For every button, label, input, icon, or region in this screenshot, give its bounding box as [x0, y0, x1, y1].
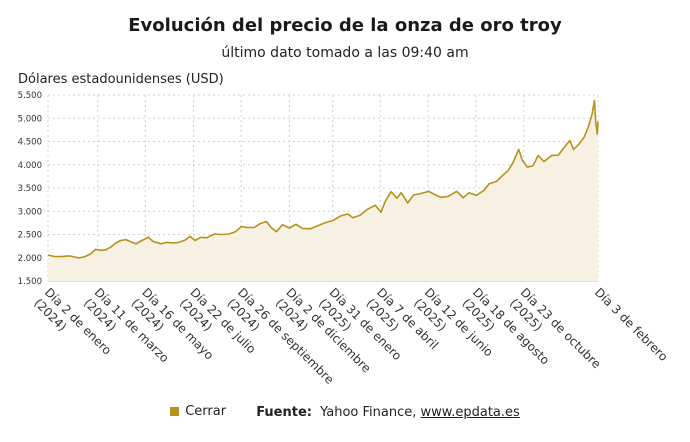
- series-area-cerrar: [48, 100, 598, 281]
- y-tick-label: 2.000: [18, 254, 42, 264]
- legend-label: Cerrar: [185, 404, 227, 419]
- source-link[interactable]: www.epdata.es: [420, 405, 520, 420]
- x-tick-label: Día 3 de febrero: [592, 285, 671, 364]
- y-tick-label: 3.500: [18, 184, 42, 194]
- source-text: Yahoo Finance,: [320, 405, 417, 420]
- y-tick-label: 1.500: [18, 277, 42, 287]
- y-tick-label: 3.000: [18, 207, 42, 217]
- source-line: Fuente: Yahoo Finance, www.epdata.es: [256, 405, 520, 420]
- y-axis-label: Dólares estadounidenses (USD): [18, 72, 224, 87]
- legend-item-cerrar[interactable]: Cerrar: [170, 404, 226, 419]
- y-tick-label: 5.000: [18, 114, 42, 124]
- chart-footer: Cerrar Fuente: Yahoo Finance, www.epdata…: [0, 404, 690, 420]
- chart-title: Evolución del precio de la onza de oro t…: [128, 15, 562, 36]
- chart-subtitle: último dato tomado a las 09:40 am: [221, 45, 469, 61]
- source-label: Fuente:: [256, 405, 312, 420]
- y-tick-labels: 1.500 2.000 2.500 3.000 3.500 4.000 4.500 5.000…: [18, 91, 42, 287]
- y-tick-label: 5.500: [18, 91, 42, 101]
- series: [47, 99, 599, 281]
- y-tick-label: 4.000: [18, 161, 42, 171]
- x-tick-labels: Día 2 de enero(2024) Día 11 de marzo(2024…: [31, 285, 671, 387]
- y-tick-label: 2.500: [18, 231, 42, 241]
- series-line-cerrar: [47, 99, 599, 259]
- legend-swatch: [170, 407, 180, 416]
- y-tick-label: 4.500: [18, 138, 42, 148]
